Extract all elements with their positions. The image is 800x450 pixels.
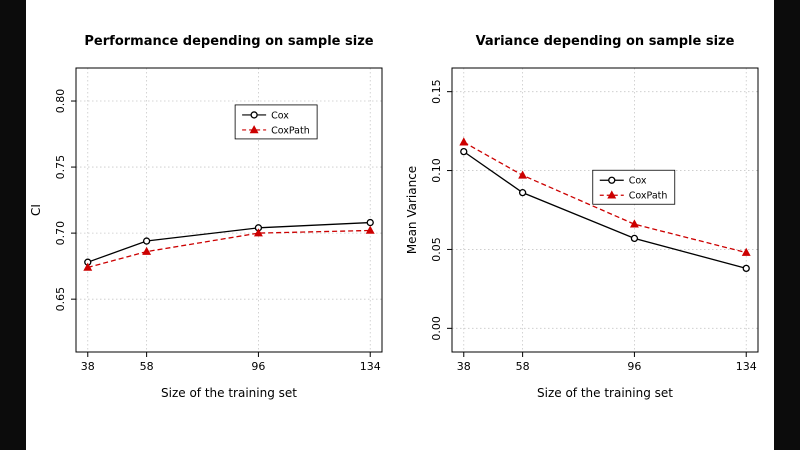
plot-box [451, 67, 759, 353]
marker-triangle-coxpath [142, 246, 152, 255]
x-tick-label: 58 [140, 360, 154, 373]
performance-chart-svg: 38 58 96 134 0.65 0.70 0.75 0.80 Performance dep… [28, 11, 396, 439]
series-line-cox [87, 221, 371, 263]
y-axis-label: Mean Variance [405, 166, 419, 254]
legend-box [592, 169, 676, 205]
performance-chart: 38 58 96 134 0.65 0.70 0.75 0.80 Performance dep… [28, 11, 396, 439]
y-tick-label: 0.65 [54, 287, 67, 312]
series-line-coxpath [87, 229, 371, 269]
y-tick-label: 0.15 [430, 79, 443, 104]
right-black-bar [774, 0, 800, 450]
marker-circle-cox [460, 147, 468, 156]
marker-circle-cox [630, 234, 639, 243]
marker-circle-cox [742, 264, 750, 273]
x-tick-label: 96 [627, 360, 641, 373]
chart-title: Performance depending on sample size [84, 34, 373, 49]
y-axis-label: CI [29, 204, 43, 216]
marker-circle-cox [608, 176, 616, 184]
marker-triangle-coxpath [83, 262, 93, 271]
plot-box [75, 67, 383, 353]
figure-canvas: 38 58 96 134 0.65 0.70 0.75 0.80 Performance dep… [26, 0, 774, 450]
legend-label: CoxPath [629, 191, 668, 202]
left-black-bar [0, 0, 26, 450]
x-tick-label: 134 [736, 360, 757, 373]
y-tick-label: 0.10 [430, 158, 443, 183]
x-tick-label: 96 [251, 360, 265, 373]
chart-title: Variance depending on sample size [476, 34, 735, 49]
x-tick-label: 58 [516, 360, 530, 373]
x-tick-label: 38 [457, 360, 471, 373]
x-tick-label: 38 [81, 360, 95, 373]
marker-triangle-coxpath [253, 228, 263, 237]
y-tick-label: 0.05 [430, 237, 443, 262]
marker-triangle-coxpath [518, 170, 528, 179]
legend-label: Cox [629, 176, 647, 187]
x-tick-label: 134 [360, 360, 381, 373]
y-tick-label: 0.00 [430, 316, 443, 341]
marker-circle-cox [366, 218, 374, 227]
marker-circle-cox [142, 237, 151, 245]
y-tick-label: 0.70 [54, 221, 67, 246]
y-tick-label: 0.75 [54, 155, 67, 180]
variance-chart: 38 58 96 134 0.00 0.05 0.10 0.15 Variance depend… [404, 11, 772, 439]
x-axis-label: Size of the training set [537, 386, 673, 400]
marker-circle-cox [518, 188, 527, 197]
marker-triangle-coxpath [249, 125, 259, 134]
series-line-coxpath [463, 141, 747, 254]
variance-chart-svg: 38 58 96 134 0.00 0.05 0.10 0.15 Variance depend… [404, 11, 772, 439]
marker-circle-cox [250, 111, 258, 119]
legend-label: Cox [271, 110, 289, 121]
marker-triangle-coxpath [741, 247, 751, 256]
marker-triangle-coxpath [459, 137, 469, 146]
x-axis-label: Size of the training set [161, 386, 297, 400]
series-line-cox [463, 151, 747, 270]
y-tick-label: 0.80 [54, 89, 67, 114]
legend-label: CoxPath [271, 125, 310, 136]
marker-triangle-coxpath [629, 219, 639, 228]
legend-box [234, 104, 318, 140]
marker-triangle-coxpath [607, 190, 617, 199]
marker-triangle-coxpath [365, 225, 375, 234]
